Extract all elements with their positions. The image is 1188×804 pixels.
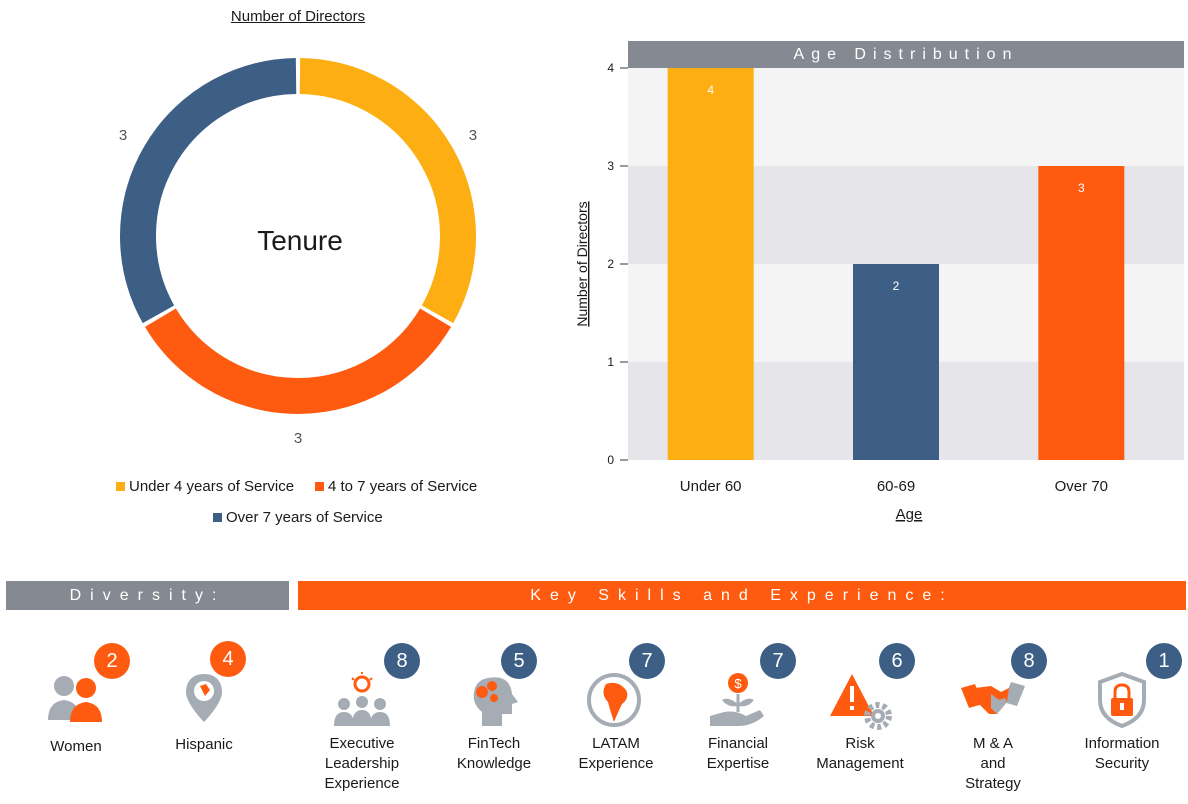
donut-slice	[120, 58, 297, 324]
security-count-badge: 1	[1146, 643, 1182, 679]
age-chart-title: Age Distribution	[628, 41, 1184, 69]
donut-data-label: 3	[469, 127, 477, 144]
financial-icon: $	[710, 673, 764, 726]
diversity-item-women: 2 Women	[16, 610, 136, 800]
skill-item-executive-leadership: 8 Executive Leadership Experience	[302, 610, 422, 800]
label-line: Leadership	[324, 755, 400, 772]
label-line: Financial	[707, 735, 769, 752]
age-x-axis-label: Age	[896, 506, 923, 523]
risk-label: Risk Management	[800, 734, 920, 774]
donut-data-label: 3	[294, 430, 302, 447]
security-icon	[1098, 671, 1146, 729]
legend-label: Under 4 years of Service	[129, 478, 295, 495]
label-line: Management	[816, 755, 904, 772]
label-line: M & A	[972, 735, 1013, 752]
legend-item-under-4: Under 4 years of Service	[116, 478, 294, 495]
security-label: Information Security	[1062, 734, 1182, 774]
legend-item-over-7: Over 7 years of Service	[213, 509, 383, 526]
label-line: Security	[1094, 755, 1150, 772]
women-label: Women	[50, 738, 102, 755]
age-bar	[853, 264, 939, 460]
legend-label: Over 7 years of Service	[226, 509, 383, 526]
label-line: FinTech	[467, 735, 521, 752]
fintech-count-badge: 5	[501, 643, 537, 679]
label-line: and	[980, 755, 1006, 772]
leadership-count-badge: 8	[384, 643, 420, 679]
fintech-label: FinTech Knowledge	[434, 734, 554, 774]
diversity-header: Diversity:	[6, 581, 289, 610]
label-line: LATAM	[592, 735, 640, 752]
latam-count-badge: 7	[629, 643, 665, 679]
bar-data-label: 3	[1078, 181, 1085, 195]
latam-icon	[587, 673, 641, 727]
legend-swatch	[213, 513, 222, 522]
age-bar	[1038, 166, 1125, 460]
label-line: Experience	[324, 775, 400, 792]
location-pin-icon	[186, 674, 222, 722]
label-line: Information	[1084, 735, 1160, 752]
legend-item-4-to-7: 4 to 7 years of Service	[315, 478, 477, 495]
diversity-item-hispanic: 4 Hispanic	[144, 610, 264, 800]
age-bar	[667, 68, 754, 460]
skill-item-latam: 7 LATAM Experience	[556, 610, 676, 800]
financial-count-badge: 7	[760, 643, 796, 679]
financial-label: Financial Expertise	[678, 734, 798, 774]
y-tick-label: 3	[607, 159, 614, 173]
label-line: Knowledge	[456, 755, 532, 772]
label-line: Expertise	[706, 755, 770, 772]
skills-header: Key Skills and Experience:	[298, 581, 1186, 610]
skill-item-financial: $ 7 Financial Expertise	[678, 610, 798, 800]
y-tick-label: 4	[607, 61, 614, 75]
donut-data-label: 3	[119, 127, 127, 144]
skill-item-m-and-a: 8 M & A and Strategy	[933, 610, 1053, 800]
skill-item-risk: 6 Risk Management	[800, 610, 920, 800]
risk-count-badge: 6	[879, 643, 915, 679]
hispanic-count-badge: 4	[210, 641, 246, 677]
risk-icon	[830, 674, 892, 730]
hispanic-label: Hispanic	[175, 736, 233, 753]
leadership-label: Executive Leadership Experience	[302, 734, 422, 794]
women-count-badge: 2	[94, 643, 130, 679]
latam-label: LATAM Experience	[556, 734, 676, 774]
x-category-label: 60-69	[877, 478, 915, 495]
label-line: Risk	[845, 735, 875, 752]
tenure-donut-chart: 3 3 3 Tenure	[119, 58, 477, 447]
label-line: Executive	[329, 735, 395, 752]
legend-swatch	[315, 482, 324, 491]
age-y-axis-label: Number of Directors	[574, 201, 590, 326]
fintech-icon	[473, 677, 518, 726]
x-category-label: Over 70	[1055, 478, 1108, 495]
age-bar-chart: 0 1 2 3 4 4 2 3 Under 60 60-69 Over 70 Age Numbe…	[574, 61, 1184, 523]
tenure-chart-title: Number of Directors	[230, 8, 366, 25]
y-tick-label: 2	[607, 257, 614, 271]
y-tick-label: 1	[607, 355, 614, 369]
donut-slice	[299, 58, 476, 324]
y-tick-label: 0	[607, 453, 614, 467]
label-line: Strategy	[965, 775, 1021, 792]
women-icon	[48, 676, 102, 722]
m-and-a-count-badge: 8	[1011, 643, 1047, 679]
bar-data-label: 4	[707, 83, 714, 97]
tenure-center-label: Tenure	[257, 225, 343, 256]
skill-item-information-security: 1 Information Security	[1062, 610, 1182, 800]
legend-label: 4 to 7 years of Service	[328, 478, 478, 495]
bar-data-label: 2	[893, 279, 900, 293]
donut-slice	[144, 308, 452, 414]
dollar-glyph: $	[734, 676, 742, 691]
skill-item-fintech: 5 FinTech Knowledge	[434, 610, 554, 800]
legend-swatch	[116, 482, 125, 491]
x-category-label: Under 60	[680, 478, 742, 495]
handshake-icon	[961, 682, 1025, 714]
label-line: Experience	[578, 755, 654, 772]
leadership-icon	[334, 672, 390, 726]
m-and-a-label: M & A and Strategy	[933, 734, 1053, 794]
